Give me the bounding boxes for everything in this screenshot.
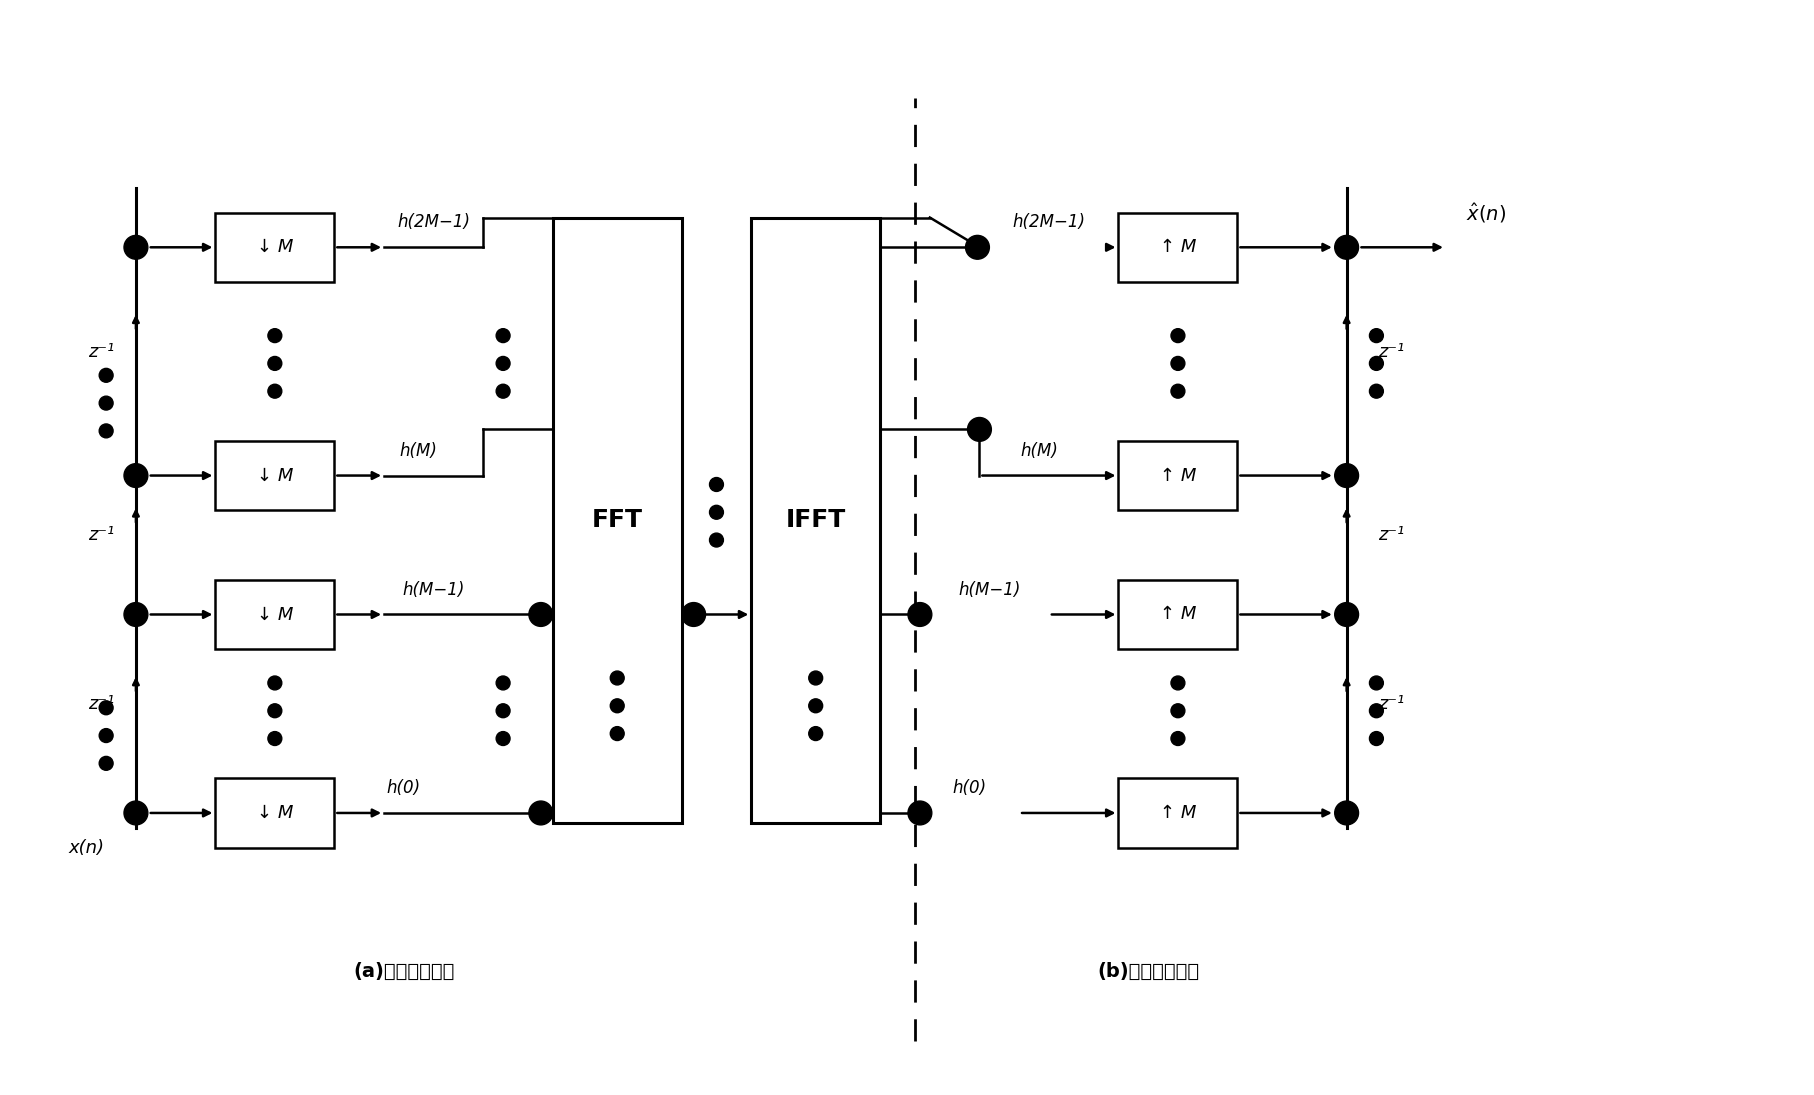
Text: IFFT: IFFT	[785, 508, 845, 532]
Circle shape	[268, 357, 281, 370]
Circle shape	[1170, 704, 1185, 717]
Circle shape	[100, 396, 112, 410]
Circle shape	[268, 731, 281, 746]
FancyBboxPatch shape	[1117, 441, 1237, 510]
Circle shape	[610, 699, 624, 713]
Text: $\hat{x}(n)$: $\hat{x}(n)$	[1464, 200, 1506, 224]
Circle shape	[1170, 384, 1185, 399]
Circle shape	[965, 235, 989, 260]
Circle shape	[1370, 731, 1382, 746]
Text: h(0): h(0)	[952, 780, 987, 797]
Text: FFT: FFT	[591, 508, 642, 532]
Circle shape	[495, 704, 510, 717]
Circle shape	[100, 424, 112, 438]
Text: ↓ M: ↓ M	[256, 239, 292, 256]
Circle shape	[495, 357, 510, 370]
Text: ↑ M: ↑ M	[1159, 466, 1195, 485]
FancyBboxPatch shape	[553, 218, 682, 822]
Circle shape	[1370, 357, 1382, 370]
Text: h(2M−1): h(2M−1)	[1012, 214, 1085, 231]
Circle shape	[1333, 602, 1359, 626]
Circle shape	[268, 704, 281, 717]
Circle shape	[1170, 328, 1185, 343]
Text: h(0): h(0)	[386, 780, 421, 797]
FancyBboxPatch shape	[216, 779, 334, 848]
Circle shape	[495, 328, 510, 343]
Text: h(2M−1): h(2M−1)	[397, 214, 470, 231]
Text: ↑ M: ↑ M	[1159, 606, 1195, 623]
Text: z⁻¹: z⁻¹	[1377, 526, 1404, 544]
Text: h(M−1): h(M−1)	[403, 580, 464, 599]
Circle shape	[1370, 384, 1382, 399]
Circle shape	[610, 727, 624, 740]
Text: z⁻¹: z⁻¹	[89, 343, 114, 360]
Circle shape	[268, 384, 281, 399]
Circle shape	[495, 676, 510, 690]
Circle shape	[123, 602, 147, 626]
Circle shape	[528, 802, 553, 825]
Circle shape	[809, 671, 822, 685]
FancyBboxPatch shape	[1117, 779, 1237, 848]
Text: (a)分析滤波器组: (a)分析滤波器组	[354, 963, 454, 981]
FancyBboxPatch shape	[1117, 212, 1237, 283]
FancyBboxPatch shape	[216, 579, 334, 649]
Circle shape	[1333, 802, 1359, 825]
Circle shape	[100, 701, 112, 715]
Circle shape	[123, 802, 147, 825]
Circle shape	[268, 328, 281, 343]
Circle shape	[610, 671, 624, 685]
Circle shape	[123, 463, 147, 487]
Circle shape	[100, 728, 112, 742]
Text: h(M−1): h(M−1)	[958, 580, 1019, 599]
Text: z⁻¹: z⁻¹	[89, 526, 114, 544]
Text: x(n): x(n)	[69, 839, 103, 856]
Text: ↑ M: ↑ M	[1159, 804, 1195, 822]
Circle shape	[1370, 676, 1382, 690]
Circle shape	[809, 727, 822, 740]
Circle shape	[100, 368, 112, 382]
Text: z⁻¹: z⁻¹	[1377, 695, 1404, 713]
Circle shape	[1333, 463, 1359, 487]
Circle shape	[709, 533, 724, 548]
Circle shape	[1333, 235, 1359, 260]
FancyBboxPatch shape	[751, 218, 880, 822]
Circle shape	[528, 602, 553, 626]
Circle shape	[1370, 328, 1382, 343]
Circle shape	[495, 731, 510, 746]
Circle shape	[967, 417, 990, 441]
Text: ↓ M: ↓ M	[256, 466, 292, 485]
Circle shape	[709, 477, 724, 492]
Circle shape	[1170, 676, 1185, 690]
FancyBboxPatch shape	[1117, 579, 1237, 649]
Text: ↑ M: ↑ M	[1159, 239, 1195, 256]
Circle shape	[495, 384, 510, 399]
Circle shape	[809, 699, 822, 713]
Circle shape	[100, 757, 112, 770]
Circle shape	[907, 802, 931, 825]
FancyBboxPatch shape	[216, 441, 334, 510]
Text: z⁻¹: z⁻¹	[1377, 343, 1404, 360]
Text: ↓ M: ↓ M	[256, 804, 292, 822]
Circle shape	[907, 602, 931, 626]
Circle shape	[1170, 357, 1185, 370]
Circle shape	[123, 235, 147, 260]
Circle shape	[1370, 704, 1382, 717]
Text: ↓ M: ↓ M	[256, 606, 292, 623]
Text: h(M): h(M)	[399, 441, 437, 460]
Text: z⁻¹: z⁻¹	[89, 695, 114, 713]
Circle shape	[1170, 731, 1185, 746]
Circle shape	[682, 602, 706, 626]
Circle shape	[709, 505, 724, 519]
Text: (b)综合滤波器组: (b)综合滤波器组	[1096, 963, 1199, 981]
FancyBboxPatch shape	[216, 212, 334, 283]
Circle shape	[268, 676, 281, 690]
Text: h(M): h(M)	[1019, 441, 1058, 460]
